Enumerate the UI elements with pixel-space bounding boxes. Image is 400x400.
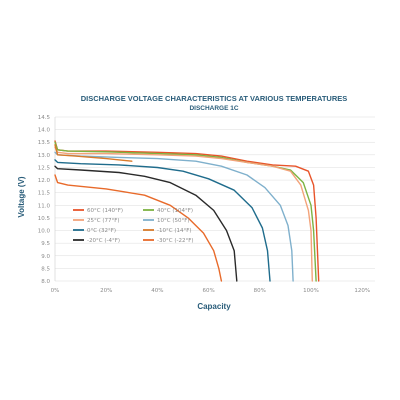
y-tick-label: 13.5 bbox=[38, 140, 51, 146]
y-axis-ticks: 8.0 8.5 9.0 9.5 10.0 10.5 11.0 11.5 12.0 12.5 13.0… bbox=[38, 115, 51, 285]
x-tick-label: 40% bbox=[151, 288, 163, 294]
chart-subtitle: DISCHARGE 1C bbox=[189, 105, 238, 112]
legend-label: 25°C (77°F) bbox=[87, 218, 120, 224]
y-tick-label: 14.0 bbox=[38, 128, 51, 134]
x-tick-label: 100% bbox=[303, 288, 319, 294]
legend-label: 40°C (104°F) bbox=[157, 208, 193, 214]
x-tick-label: 20% bbox=[100, 288, 112, 294]
y-axis-label: Voltage (V) bbox=[17, 176, 26, 218]
series-lines bbox=[54, 140, 320, 282]
series-line-4 bbox=[54, 159, 271, 282]
series-line-7 bbox=[54, 174, 223, 282]
y-tick-label: 8.0 bbox=[41, 279, 50, 285]
y-tick-label: 10.0 bbox=[38, 229, 51, 235]
legend-label: -20°C (-4°F) bbox=[87, 238, 120, 244]
y-tick-label: 13.0 bbox=[38, 153, 51, 159]
legend-label: -10°C (14°F) bbox=[157, 228, 192, 234]
legend-label: -30°C (-22°F) bbox=[157, 238, 194, 244]
x-axis-label: Capacity bbox=[197, 302, 231, 311]
y-tick-label: 11.5 bbox=[38, 191, 51, 197]
x-tick-label: 80% bbox=[254, 288, 266, 294]
y-tick-label: 9.5 bbox=[41, 241, 50, 247]
y-tick-label: 9.0 bbox=[41, 254, 50, 260]
series-line-6 bbox=[54, 165, 238, 282]
y-tick-label: 10.5 bbox=[38, 216, 51, 222]
legend-label: 10°C (50°F) bbox=[157, 218, 190, 224]
series-line-2 bbox=[54, 146, 313, 282]
y-tick-label: 14.5 bbox=[38, 115, 51, 121]
x-tick-label: 120% bbox=[354, 288, 370, 294]
x-tick-label: 60% bbox=[202, 288, 214, 294]
chart-title: DISCHARGE VOLTAGE CHARACTERISTICS AT VAR… bbox=[81, 94, 348, 103]
y-tick-label: 8.5 bbox=[41, 266, 50, 272]
y-tick-label: 12.0 bbox=[38, 178, 51, 184]
x-tick-label: 0% bbox=[51, 288, 60, 294]
legend-label: 60°C (140°F) bbox=[87, 208, 123, 214]
y-tick-label: 11.0 bbox=[38, 203, 51, 209]
legend: 60°C (140°F) 40°C (104°F) 25°C (77°F) 10°C … bbox=[73, 208, 194, 244]
grid-lines bbox=[54, 116, 375, 282]
series-line-5 bbox=[54, 144, 133, 162]
legend-label: 0°C (32°F) bbox=[87, 228, 116, 234]
y-tick-label: 12.5 bbox=[38, 165, 51, 171]
x-axis-ticks: 0% 20% 40% 60% 80% 100% 120% bbox=[51, 288, 370, 294]
